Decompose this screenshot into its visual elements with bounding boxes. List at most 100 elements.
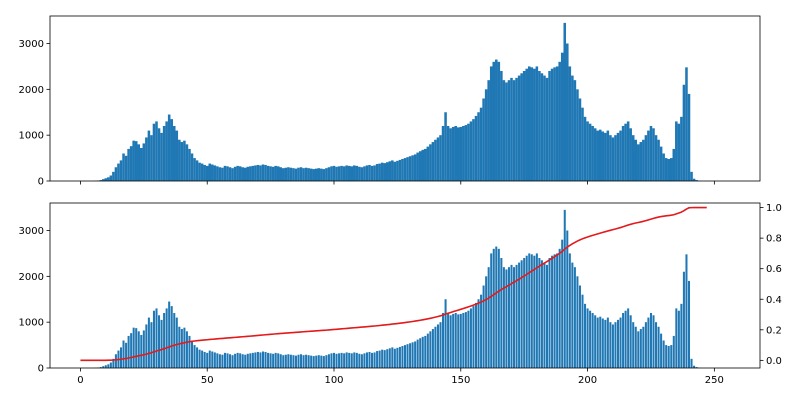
histogram-bar [150, 322, 153, 368]
histogram-bar [363, 353, 366, 368]
histogram-bar [345, 165, 348, 181]
histogram-bar [606, 130, 610, 181]
histogram-bar [480, 294, 483, 368]
cumulative-distribution-line [80, 206, 707, 362]
histogram-bar [510, 77, 513, 182]
histogram-bar [647, 130, 650, 181]
histogram-bar [175, 317, 178, 368]
histogram-bar [327, 167, 331, 181]
histogram-bar [573, 267, 576, 368]
histogram-bar [370, 165, 374, 182]
histogram-bar [624, 310, 627, 368]
histogram-bar [649, 126, 653, 181]
histogram-bar [162, 126, 166, 181]
histogram-bar [500, 71, 503, 181]
histogram-bar [378, 350, 381, 368]
histogram-bar [127, 148, 130, 181]
histogram-bar [555, 66, 559, 181]
histogram-bar [130, 333, 133, 368]
histogram-bar [545, 264, 549, 369]
histogram-bar [477, 299, 480, 368]
histogram-bar [347, 165, 351, 182]
histogram-bar [264, 351, 267, 368]
histogram-bar [419, 338, 422, 368]
histogram-bar [629, 128, 632, 181]
histogram-bar [264, 164, 267, 181]
histogram-bar [401, 346, 404, 368]
histogram-bar [307, 168, 310, 181]
histogram-bar [322, 356, 325, 368]
histogram-bar [479, 107, 483, 181]
histogram-bar [456, 127, 460, 182]
histogram-bar [117, 163, 120, 181]
histogram-bar [601, 131, 605, 181]
histogram-bar [497, 248, 500, 368]
histogram-bar [271, 166, 275, 181]
histogram-bar [137, 144, 141, 181]
histogram-bar [677, 310, 680, 368]
histogram-bar [406, 157, 409, 181]
histogram-bar [558, 61, 561, 181]
histogram-bar [548, 258, 551, 368]
histogram-bar [664, 158, 668, 181]
histogram-bar [393, 348, 396, 368]
histogram-bar [342, 166, 346, 181]
histogram-bar [327, 354, 330, 368]
histogram-bar [104, 365, 107, 368]
histogram-bar [332, 165, 336, 182]
histogram-bar [228, 167, 232, 181]
histogram-bar [442, 313, 445, 368]
histogram-bar [687, 280, 691, 368]
histogram-bar [687, 93, 691, 181]
histogram-bar [522, 71, 526, 181]
histogram-bar [310, 355, 313, 369]
histogram-bar [297, 354, 300, 368]
histogram-bar [170, 119, 173, 182]
histogram-bar [512, 80, 516, 181]
histogram-bar [459, 313, 462, 368]
histogram-bar [218, 167, 222, 181]
histogram-bar [487, 80, 490, 181]
histogram-bar [672, 335, 675, 368]
histogram-bar [363, 166, 366, 181]
histogram-bar [495, 59, 498, 181]
histogram-bar [604, 319, 607, 369]
histogram-bar [675, 121, 678, 181]
histogram-bar [322, 169, 326, 181]
histogram-bar [178, 139, 181, 181]
histogram-bar [553, 67, 556, 181]
y2-tick-label: 1.0 [766, 203, 782, 214]
histogram-bar [200, 163, 204, 181]
histogram-bar [107, 364, 110, 368]
histogram-bar [624, 123, 627, 181]
histogram-bar [489, 66, 493, 181]
histogram-bar [109, 175, 113, 181]
histogram-bar [639, 142, 643, 181]
histogram-bar [160, 132, 163, 182]
histogram-bar [297, 167, 300, 181]
histogram-bar [571, 75, 574, 181]
histogram-bar [211, 351, 214, 368]
histogram-bar [124, 155, 128, 181]
histogram-bar [155, 308, 158, 368]
histogram-bar [233, 166, 237, 181]
histogram-bar [449, 128, 452, 181]
histogram-bar [160, 319, 163, 369]
histogram-bar [292, 168, 295, 181]
histogram-bar [416, 152, 419, 181]
histogram-bar [426, 333, 429, 369]
x-tick-label: 150 [451, 375, 470, 386]
histogram-bar [596, 317, 599, 368]
histogram-bar [269, 353, 272, 368]
histogram-bar [112, 171, 115, 181]
histogram-bar [637, 331, 640, 368]
histogram-bar [502, 267, 505, 368]
y2-tick-label: 0.2 [766, 325, 782, 336]
histogram-bar [505, 269, 508, 368]
histogram-bar [660, 333, 663, 369]
histogram-bar [644, 135, 648, 181]
histogram-bar [444, 299, 447, 368]
histogram-bar [591, 126, 594, 181]
histogram-bar [211, 164, 214, 181]
histogram-bar [474, 115, 478, 181]
